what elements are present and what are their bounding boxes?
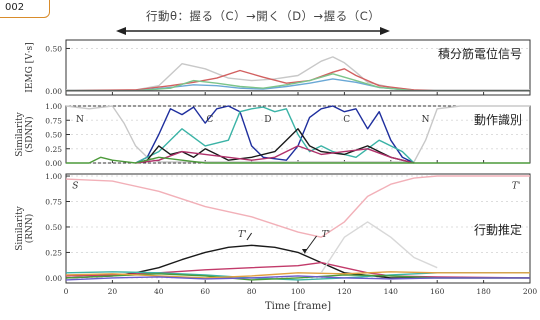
annotation-arrow-1 <box>246 232 253 241</box>
xtick-label: 60 <box>200 287 210 296</box>
panel-3-series-8 <box>320 221 438 274</box>
panel-2-series-6 <box>66 156 530 164</box>
panel-3-ytick-label: 0.25 <box>45 248 62 257</box>
panel-2-series-4 <box>135 128 415 164</box>
panel-2-ytick-label: 0.75 <box>45 116 62 125</box>
panel-1-frame <box>65 39 531 96</box>
panel-2-ytick-label: 1.00 <box>45 102 62 111</box>
panel-3-ytick-label: 0.75 <box>45 198 62 207</box>
xtick-label: 80 <box>247 287 257 296</box>
panel-3-ytick-label: 0.00 <box>45 274 62 283</box>
panel-2-annotation-5: N <box>422 115 430 125</box>
action-header: 行動θ：握る（C）→開く（D）→握る（C） <box>146 9 381 23</box>
panel-3-ytick-label: 1.00 <box>45 172 62 181</box>
xtick-label: 0 <box>64 287 69 296</box>
xtick-label: 100 <box>291 287 306 296</box>
panel-2-annotation-3: D <box>264 115 271 125</box>
panel-3-annotation-2: T' <box>512 181 520 191</box>
panel-2-annotation-2: C <box>206 115 213 125</box>
panel-3-series-1 <box>65 175 530 238</box>
panel-2-series-3 <box>135 106 415 164</box>
annotation-arrow-2 <box>304 235 317 253</box>
panel-2-series-2 <box>135 105 415 164</box>
xlabel: Time [frame] <box>265 301 331 312</box>
panel-3-series-7 <box>65 275 530 281</box>
panel-3-annotation-4: T' <box>322 230 330 240</box>
panel-2-series-1 <box>65 105 530 163</box>
xtick-label: 200 <box>523 287 538 296</box>
panel-2-ylabel: Similarity(SDNN) <box>15 111 35 156</box>
xtick-label: 140 <box>384 287 399 296</box>
xtick-label: 120 <box>337 287 352 296</box>
panel-3-series-6 <box>65 271 530 279</box>
panel-3-ytick-label: 0.50 <box>45 223 62 232</box>
panel-3-annotation-3: T' <box>238 230 246 240</box>
panel-1-ylabel: IEMG [V·s] <box>25 42 35 92</box>
panel-3-frame <box>65 173 531 284</box>
xtick-label: 40 <box>154 287 164 296</box>
panel-2-annotation-4: C <box>343 115 350 125</box>
panel-2-annotation-1: N <box>76 115 84 125</box>
panel-1-title: 積分筋電位信号 <box>438 46 522 61</box>
panel-3-ylabel: Similarity(RNN) <box>15 205 35 250</box>
panel-1-ytick-label: 0.50 <box>45 44 62 53</box>
panel-1-series-4 <box>66 73 530 92</box>
panel-2-ytick-label: 0.00 <box>45 159 62 168</box>
panel-3-title: 行動推定 <box>474 222 522 237</box>
panel-2-ytick-label: 0.50 <box>45 131 62 140</box>
xtick-label: 180 <box>476 287 491 296</box>
panel-2-title: 動作識別 <box>474 113 522 127</box>
xtick-label: 20 <box>108 287 118 296</box>
annotation-arrow-2-head <box>301 249 307 254</box>
figure-tag: 002 <box>0 0 50 18</box>
panel-2-series-5 <box>135 145 415 164</box>
panel-1-ytick-label: 0.00 <box>45 87 62 96</box>
header-arrow-right-head <box>380 27 390 35</box>
panel-3-annotation-1: S <box>72 181 78 191</box>
header-arrow-left-head <box>116 27 126 35</box>
panel-2-ytick-label: 0.25 <box>45 145 62 154</box>
xtick-label: 160 <box>430 287 445 296</box>
